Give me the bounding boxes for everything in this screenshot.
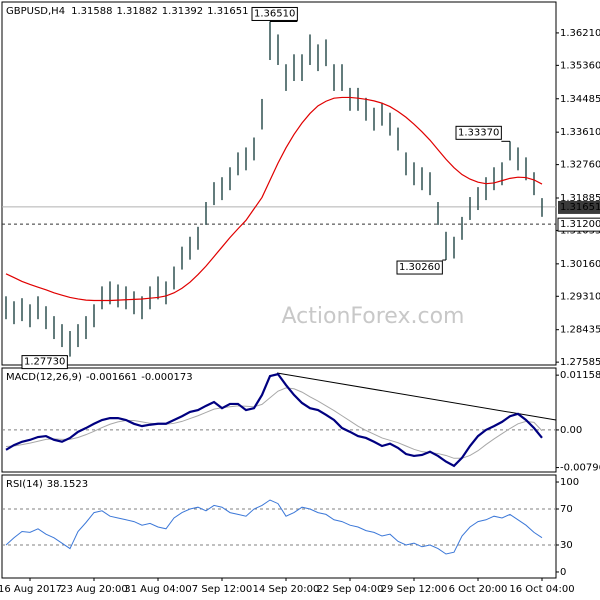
y-tick-label: 1.33610 xyxy=(560,127,600,138)
rsi-value: 38.1523 xyxy=(47,479,88,490)
trend-line xyxy=(276,372,557,421)
close: 1.31651 xyxy=(207,6,248,17)
current-price-label: 1.31651 xyxy=(560,202,600,213)
x-tick-label: 29 Sep 12:00 xyxy=(381,584,448,595)
price-panel xyxy=(1,1,557,366)
x-tick-label: 22 Sep 04:00 xyxy=(317,584,384,595)
rsi-line xyxy=(5,499,543,555)
y-tick-label: 70 xyxy=(560,504,573,515)
x-tick-label: 23 Aug 20:00 xyxy=(60,584,127,595)
y-tick-label: 1.27585 xyxy=(560,357,600,368)
annotation-label: 1.27730 xyxy=(24,357,65,368)
rsi-title: RSI(14) xyxy=(6,479,43,490)
x-tick-label: 14 Sep 20:00 xyxy=(253,584,320,595)
label-box xyxy=(557,217,600,232)
y-tick-label: 100 xyxy=(560,477,579,488)
price-header: GBPUSD,H4 1.31588 1.31882 1.31392 1.31651 xyxy=(6,6,249,17)
y-tick-label: 1.34485 xyxy=(560,94,600,105)
y-tick-label: 1.28435 xyxy=(560,325,600,336)
y-tick-label: 1.36210 xyxy=(560,28,600,39)
y-tick-label: 1.32760 xyxy=(560,160,600,171)
annotation-label: 1.33370 xyxy=(458,127,499,138)
x-tick-label: 7 Sep 12:00 xyxy=(192,584,252,595)
y-tick-label: 1.31885 xyxy=(560,193,600,204)
label-box xyxy=(558,200,600,214)
y-tick-label: 0.00 xyxy=(560,425,582,436)
label-box xyxy=(396,260,443,275)
rsi-panel xyxy=(1,474,557,579)
y-tick-label: 0.011588 xyxy=(560,370,600,381)
y-tick-label: -0.007961 xyxy=(560,463,600,474)
macd-value: -0.001661 xyxy=(86,372,137,383)
signal-line xyxy=(5,387,543,459)
low: 1.31392 xyxy=(162,6,203,17)
symbol: GBPUSD,H4 xyxy=(6,6,65,17)
y-tick-label: 1.30160 xyxy=(560,259,600,270)
macd-header: MACD(12,26,9) -0.001661 -0.000173 xyxy=(6,372,193,383)
moving-average xyxy=(5,96,543,302)
macd-title: MACD(12,26,9) xyxy=(6,372,82,383)
label-box xyxy=(21,355,68,370)
macd-line xyxy=(5,372,543,468)
watermark: ActionForex.com xyxy=(282,304,465,329)
open: 1.31588 xyxy=(71,6,112,17)
x-tick-label: 6 Oct 20:00 xyxy=(449,584,508,595)
y-tick-label: 0 xyxy=(560,567,566,578)
y-tick-label: 1.29310 xyxy=(560,291,600,302)
signal-value: -0.000173 xyxy=(141,372,192,383)
high: 1.31882 xyxy=(116,6,157,17)
level-label: 1.31200 xyxy=(560,219,600,230)
x-tick-label: 31 Aug 04:00 xyxy=(124,584,191,595)
x-tick-label: 16 Oct 04:00 xyxy=(509,584,574,595)
y-tick-label: 30 xyxy=(560,540,573,551)
y-tick-label: 1.35360 xyxy=(560,60,600,71)
rsi-header: RSI(14) 38.1523 xyxy=(6,479,88,490)
label-box xyxy=(455,125,502,140)
annotation-label: 1.36510 xyxy=(254,8,295,19)
x-tick-label: 16 Aug 2017 xyxy=(0,584,62,595)
label-box xyxy=(251,6,298,21)
annotation-label: 1.30260 xyxy=(399,262,440,273)
